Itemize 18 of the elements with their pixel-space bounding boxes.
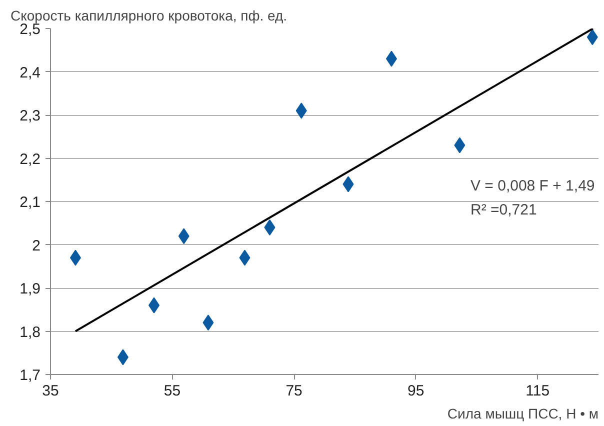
y-tick-label: 2,1 (20, 194, 41, 211)
x-tick-label: 75 (286, 382, 302, 400)
x-tick-label: 115 (526, 382, 550, 400)
y-axis-title: Скорость капиллярного кровотока, пф. ед. (10, 8, 288, 24)
y-tick-label: 2 (32, 237, 40, 254)
x-tick-label: 35 (42, 382, 59, 400)
y-tick-label: 2,3 (20, 108, 41, 124)
y-tick-label: 1,7 (20, 367, 41, 384)
x-tick-label: 55 (164, 382, 181, 400)
y-tick-label: 2,4 (20, 64, 41, 82)
x-axis-title: Сила мышц ПСС, Н • м (447, 406, 599, 422)
y-tick-label: 1,9 (20, 280, 41, 298)
x-tick-label: 95 (407, 382, 424, 400)
y-tick-label: 2,2 (20, 150, 41, 168)
annotation: V = 0,008 F + 1,49 (470, 178, 595, 194)
y-tick-label: 2,5 (20, 21, 41, 38)
y-tick-label: 1,8 (20, 324, 41, 341)
annotation: R² =0,721 (470, 202, 537, 218)
